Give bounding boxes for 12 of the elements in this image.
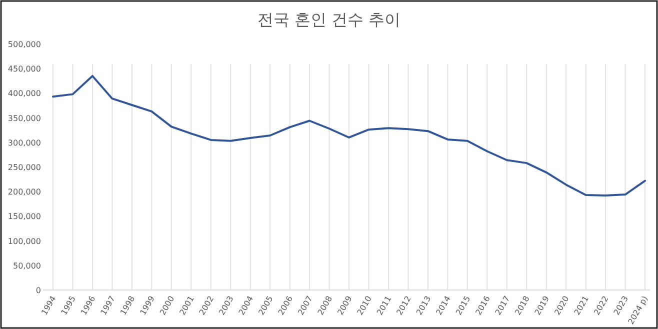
y-tick-label: 200,000 bbox=[8, 188, 41, 197]
y-tick-label: 500,000 bbox=[8, 40, 41, 49]
y-tick-label: 400,000 bbox=[8, 89, 41, 98]
y-tick-label: 350,000 bbox=[8, 114, 41, 123]
y-tick-label: 250,000 bbox=[8, 163, 41, 172]
y-tick-label: 150,000 bbox=[8, 212, 41, 222]
y-tick-label: 0 bbox=[36, 286, 41, 295]
y-tick-label: 300,000 bbox=[8, 138, 41, 148]
y-tick-label: 450,000 bbox=[8, 64, 41, 74]
y-tick-label: 50,000 bbox=[13, 261, 41, 270]
y-tick-label: 100,000 bbox=[8, 236, 41, 246]
title: 전국 혼인 건수 추이 bbox=[257, 10, 401, 29]
